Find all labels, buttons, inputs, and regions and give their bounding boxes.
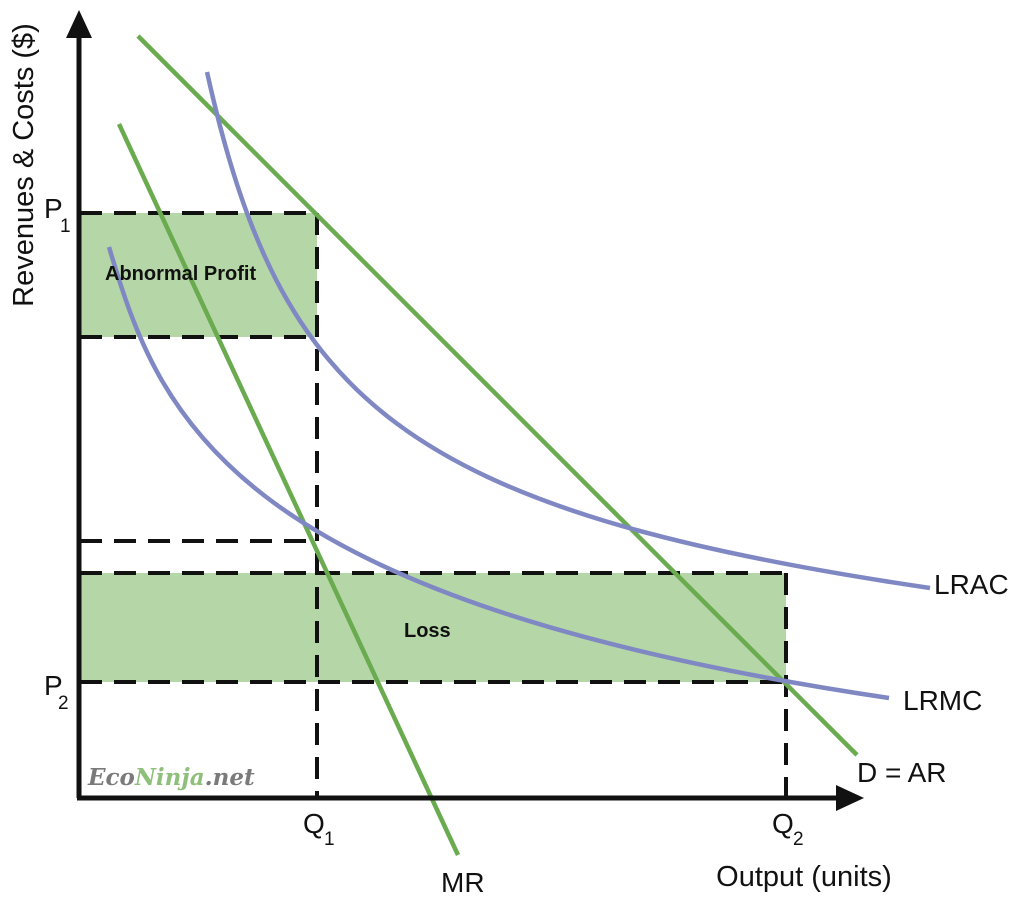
p1-label: P 1 (44, 193, 71, 237)
x-axis-arrow-icon (836, 785, 864, 811)
loss-label: Loss (404, 620, 451, 642)
q1-label: Q 1 (303, 808, 335, 850)
demand-ar-label: D = AR (857, 757, 946, 788)
loss-area (80, 573, 786, 682)
econinja-watermark: EcoNinja.net (87, 764, 255, 791)
axes (66, 10, 864, 811)
lrac-curve (204, 71, 931, 591)
demand-ar-curve (136, 34, 859, 757)
svg-text:P: P (44, 670, 63, 701)
svg-text:2: 2 (58, 693, 69, 714)
mr-label: MR (441, 867, 485, 898)
y-axis-arrow-icon (66, 10, 92, 38)
y-axis-label: Revenues & Costs ($) (8, 23, 40, 307)
svg-text:2: 2 (793, 829, 804, 850)
lrac-label: LRAC (934, 569, 1009, 600)
lrmc-curve (106, 246, 890, 701)
svg-text:Q: Q (303, 808, 325, 839)
lrmc-label: LRMC (903, 685, 982, 716)
svg-text:1: 1 (324, 829, 335, 850)
abnormal-profit-label: Abnormal Profit (105, 263, 256, 285)
svg-text:Q: Q (772, 808, 794, 839)
svg-text:1: 1 (60, 216, 71, 237)
p2-label: P 2 (44, 670, 69, 714)
q2-label: Q 2 (772, 808, 804, 850)
x-axis-label: Output (units) (716, 861, 892, 893)
mr-curve (116, 123, 461, 856)
svg-text:P: P (44, 193, 63, 224)
